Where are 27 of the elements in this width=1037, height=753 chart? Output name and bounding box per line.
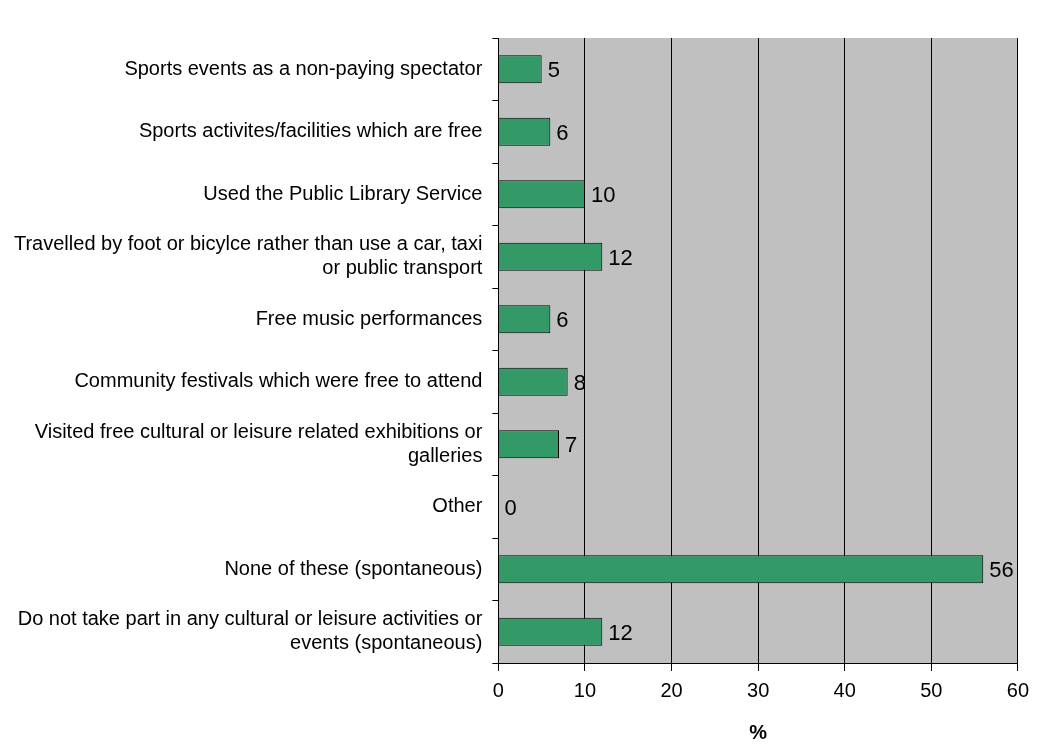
x-tick-label: 50 bbox=[920, 678, 943, 701]
data-label: 5 bbox=[547, 57, 560, 83]
y-tick-label: Community festivals which were free to attend bbox=[74, 369, 483, 392]
x-tick-label: 0 bbox=[492, 678, 504, 701]
y-tick-label: Other bbox=[432, 494, 483, 517]
y-tick-label: Do not take part in any cultural or leisure activities or events (spontaneous) bbox=[17, 607, 483, 654]
y-tick-label: Used the Public Library Service bbox=[203, 181, 483, 204]
y-tick-label: None of these (spontaneous) bbox=[224, 556, 483, 579]
x-tick-label: 40 bbox=[833, 678, 856, 701]
y-tick-label: Sports events as a non-paying spectator bbox=[124, 56, 483, 79]
data-label: 6 bbox=[556, 307, 569, 333]
y-tick-label: Visited free cultural or leisure related exhibitions or galleries bbox=[34, 419, 483, 466]
data-label: 0 bbox=[504, 494, 517, 520]
x-axis-title: % bbox=[749, 720, 768, 743]
data-label: 6 bbox=[556, 119, 569, 145]
data-label: 10 bbox=[590, 182, 616, 208]
data-label: 12 bbox=[608, 619, 633, 645]
y-tick-label: Sports activites/facilities which are free bbox=[138, 119, 483, 142]
data-label: 12 bbox=[608, 244, 633, 270]
data-label: 56 bbox=[989, 557, 1014, 583]
x-tick-label: 30 bbox=[747, 678, 770, 701]
data-label: 7 bbox=[564, 432, 578, 458]
y-tick-label: Travelled by foot or bicylce rather than use a car, taxi or public transport bbox=[13, 232, 483, 279]
y-tick-label: Free music performances bbox=[255, 306, 483, 329]
x-tick-label: 60 bbox=[1006, 678, 1029, 701]
x-tick-label: 20 bbox=[660, 678, 683, 701]
x-tick-label: 10 bbox=[573, 678, 597, 701]
